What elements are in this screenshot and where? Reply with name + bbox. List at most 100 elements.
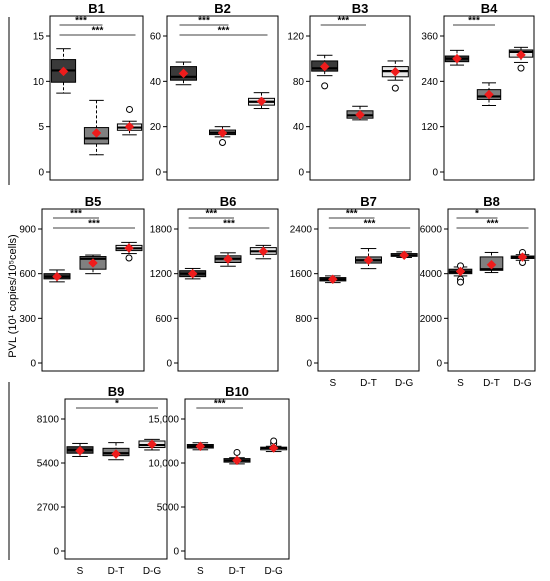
panel-b3: B3 0 40 80 120 ***	[287, 1, 411, 181]
mean-marker	[486, 259, 497, 270]
panel-frame	[309, 15, 411, 181]
panel-b4: B4 0 120 240 360 ***	[421, 1, 535, 181]
panel-title: B7	[360, 194, 377, 209]
y-tick-label: 0	[432, 168, 438, 179]
mean-marker	[327, 274, 338, 285]
y-tick-label: 120	[421, 122, 438, 133]
mean-marker	[517, 252, 528, 262]
y-tick-label: 4000	[420, 269, 443, 280]
y-tick-label: 0	[436, 359, 442, 370]
mean-marker	[319, 61, 330, 72]
outlier-point	[270, 437, 278, 445]
y-tick-label: 40	[150, 77, 162, 88]
panel-title: B6	[220, 194, 237, 209]
mean-marker	[363, 255, 374, 266]
panel-b5: B5 0 300 600 900 *** ***	[19, 194, 145, 372]
panel-b9: B9 0 2700 5400 8100 S D-T D-G *	[37, 384, 168, 577]
significance-label: ***	[88, 219, 100, 230]
significance-label: *	[115, 399, 119, 410]
mean-marker	[178, 68, 189, 79]
panel-frame	[184, 398, 290, 560]
mean-marker	[58, 66, 69, 77]
mean-marker	[484, 89, 494, 100]
mean-marker	[256, 96, 267, 107]
panel-frame	[177, 208, 279, 372]
panel-title: B3	[352, 1, 369, 16]
x-tick-label: D-T	[360, 378, 377, 389]
y-tick-label: 20	[150, 122, 162, 133]
y-tick-label: 0	[298, 168, 304, 179]
x-tick-label: S	[197, 566, 204, 577]
y-tick-label: 0	[166, 359, 172, 370]
x-tick-label: D-G	[143, 566, 162, 577]
y-tick-label: 8100	[37, 415, 60, 426]
y-tick-label: 1800	[150, 225, 173, 236]
significance-label: ***	[218, 26, 230, 37]
mean-marker	[124, 243, 134, 253]
outlier-point	[391, 84, 399, 92]
y-tick-label: 120	[287, 32, 304, 43]
y-tick-label: 0	[155, 168, 161, 179]
y-tick-label: 240	[421, 77, 438, 88]
y-tick-label: 0	[173, 547, 179, 558]
y-tick-label: 5000	[157, 503, 180, 514]
panel-frame	[447, 208, 536, 372]
y-tick-label: 15,000	[148, 415, 179, 426]
mean-marker	[390, 66, 401, 77]
significance-label: ***	[337, 16, 349, 27]
x-tick-label: S	[77, 566, 84, 577]
y-tick-label: 800	[295, 314, 312, 325]
significance-label: ***	[214, 399, 226, 410]
outlier-point	[517, 64, 525, 72]
significance-label: ***	[364, 219, 376, 230]
y-tick-label: 10,000	[148, 459, 179, 470]
panel-grid: B1051015******B20204060******B304080120*…	[19, 1, 536, 577]
y-tick-label: 360	[421, 32, 438, 43]
y-tick-label: 10	[33, 77, 45, 88]
y-tick-label: 60	[150, 32, 162, 43]
mean-marker	[355, 109, 365, 120]
x-tick-label: D-G	[264, 566, 283, 577]
panel-b1: B1 0 5 10 15 *** ***	[33, 1, 144, 181]
y-tick-label: 1200	[150, 269, 173, 280]
outlier-point	[457, 278, 464, 286]
panel-title: B9	[108, 384, 125, 399]
panel-title: B10	[225, 384, 249, 399]
y-tick-label: 600	[155, 314, 172, 325]
y-tick-label: 5400	[37, 459, 60, 470]
y-tick-label: 80	[293, 77, 305, 88]
significance-label: ***	[468, 16, 480, 27]
y-tick-label: 5	[38, 122, 44, 133]
x-tick-label: D-T	[483, 378, 500, 389]
x-tick-label: D-T	[108, 566, 125, 577]
mean-marker	[124, 121, 135, 132]
mean-marker	[52, 271, 62, 282]
y-axis-label: PVL (10¹ copies/10⁵cells)	[7, 234, 19, 357]
significance-label: ***	[346, 209, 358, 220]
mean-marker	[258, 246, 269, 257]
panel-b10: B10 0 5000 10,000 15,000 S D-T D-G ***	[148, 384, 290, 577]
panel-frame	[64, 398, 168, 560]
y-tick-label: 900	[19, 225, 36, 236]
panel-frame	[443, 15, 535, 181]
mean-marker	[516, 50, 526, 60]
y-tick-label: 2000	[420, 314, 443, 325]
outlier-point	[321, 82, 329, 90]
y-tick-label: 1600	[290, 269, 313, 280]
outlier-point	[233, 448, 241, 456]
y-tick-label: 0	[306, 359, 312, 370]
y-tick-label: 6000	[420, 225, 443, 236]
panel-title: B1	[88, 1, 105, 16]
y-tick-label: 600	[19, 269, 36, 280]
y-tick-label: 0	[30, 359, 36, 370]
y-tick-label: 2400	[290, 225, 313, 236]
panel-title: B2	[214, 1, 231, 16]
x-tick-label: D-G	[513, 378, 532, 389]
x-tick-label: D-T	[229, 566, 246, 577]
mean-marker	[268, 443, 279, 453]
significance-label: *	[475, 209, 479, 220]
y-tick-label: 0	[38, 168, 44, 179]
mean-marker	[147, 439, 157, 450]
x-tick-label: D-G	[395, 378, 414, 389]
